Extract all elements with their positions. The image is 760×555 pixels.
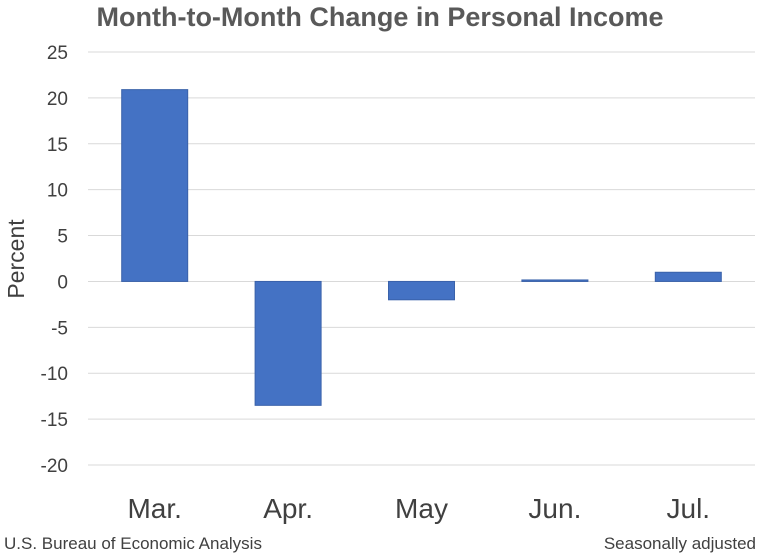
bar-mar — [121, 89, 189, 282]
y-tick-label: 25 — [47, 43, 68, 64]
x-tick-label: Mar. — [127, 493, 181, 524]
y-tick-label: -10 — [41, 364, 68, 385]
x-tick-labels: Mar. Apr. May Jun. Jul. — [127, 493, 710, 524]
y-tick-label: 5 — [57, 227, 68, 248]
source-note: U.S. Bureau of Economic Analysis — [4, 534, 262, 553]
y-tick-label: 10 — [47, 181, 68, 202]
y-tick-labels: 25 20 15 10 5 0 -5 -10 -15 -20 — [41, 43, 68, 477]
bar-jul — [654, 271, 722, 282]
chart-title: Month-to-Month Change in Personal Income — [97, 2, 664, 32]
bar-apr — [254, 280, 322, 406]
bar-jun — [521, 279, 589, 282]
x-tick-label: May — [395, 493, 448, 524]
y-tick-label: -5 — [51, 318, 68, 339]
bar-may — [388, 280, 455, 301]
y-tick-label: -15 — [41, 410, 68, 431]
seasonal-note: Seasonally adjusted — [604, 534, 756, 553]
y-tick-label: 0 — [57, 272, 68, 293]
y-tick-label: 15 — [47, 135, 68, 156]
x-tick-label: Jul. — [667, 493, 711, 524]
x-tick-label: Jun. — [528, 493, 581, 524]
x-tick-label: Apr. — [263, 493, 313, 524]
y-axis-label: Percent — [3, 219, 29, 299]
bars — [121, 89, 722, 406]
y-tick-label: 20 — [47, 89, 68, 110]
y-tick-label: -20 — [41, 456, 68, 477]
